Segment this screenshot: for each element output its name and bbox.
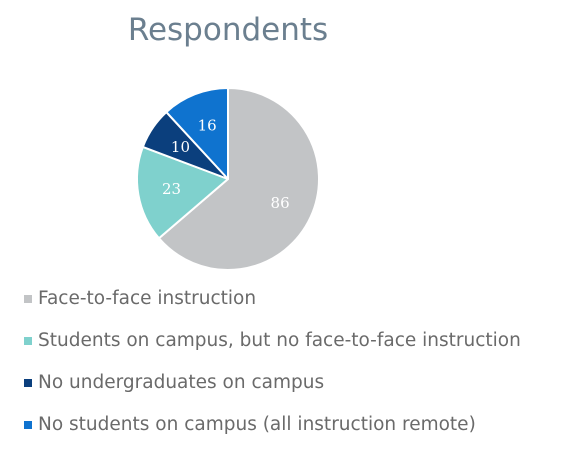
pie-slice — [157, 87, 320, 271]
legend-item-no-undergraduates: No undergraduates on campus — [20, 369, 565, 411]
legend-swatch — [24, 337, 32, 345]
chart-title: Respondents — [127, 12, 329, 48]
legend-item-face-to-face: Face-to-face instruction — [20, 285, 565, 327]
pie-data-label: 23 — [162, 180, 181, 198]
legend-item-students-on-campus: Students on campus, but no face-to-face … — [20, 327, 565, 369]
pie-data-label: 16 — [198, 117, 217, 135]
pie-data-labels: 86 23 10 16 — [162, 117, 290, 212]
legend-label: No students on campus (all instruction r… — [38, 414, 476, 435]
pie-slice — [136, 145, 229, 240]
legend-label: Face-to-face instruction — [38, 288, 257, 309]
legend-label: No undergraduates on campus — [38, 372, 325, 393]
pie-slice — [165, 87, 229, 180]
legend-label: Students on campus, but no face-to-face … — [38, 330, 521, 351]
pie-slices — [136, 87, 320, 271]
legend-swatch — [24, 421, 32, 429]
pie-data-label: 10 — [171, 138, 190, 156]
legend-swatch — [24, 295, 32, 303]
legend-swatch — [24, 379, 32, 387]
legend-item-no-students: No students on campus (all instruction r… — [20, 411, 565, 453]
legend: Face-to-face instruction Students on cam… — [20, 285, 565, 453]
pie-data-label: 86 — [271, 194, 290, 212]
